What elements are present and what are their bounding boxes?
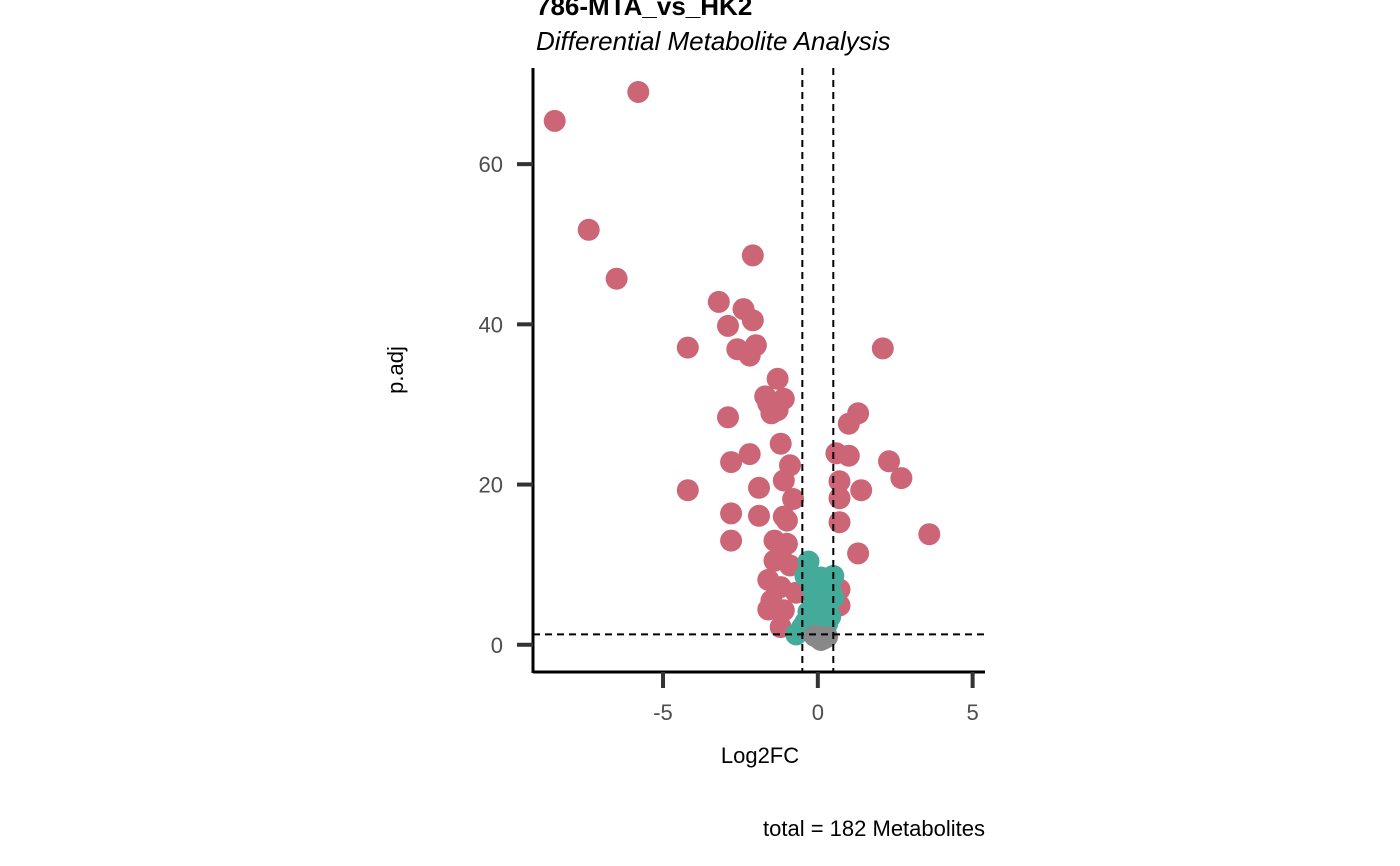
- data-point-s0-55: [850, 479, 873, 502]
- data-point-s0-31: [748, 504, 770, 527]
- data-point-s0-48: [837, 412, 860, 435]
- data-point-s0-43: [757, 598, 780, 621]
- data-point-s0-20: [766, 399, 789, 422]
- x-tick-label: 0: [812, 700, 824, 725]
- data-point-s0-57: [918, 523, 941, 546]
- data-point-s0-9: [676, 336, 699, 359]
- data-point-s0-7: [717, 314, 739, 337]
- data-point-s0-34: [720, 529, 743, 552]
- data-point-s0-25: [772, 469, 795, 492]
- data-point-s0-22: [720, 451, 743, 474]
- data-point-s0-32: [775, 509, 798, 532]
- y-tick-label: 20: [479, 473, 503, 498]
- data-point-s0-12: [738, 344, 761, 367]
- data-point-s0-54: [828, 487, 851, 510]
- data-point-s0-30: [720, 502, 743, 525]
- data-point-s0-0: [543, 109, 566, 132]
- data-point-s2-4: [816, 625, 839, 648]
- data-point-s0-2: [577, 218, 600, 241]
- data-point-s0-37: [779, 554, 801, 577]
- data-point-s0-21: [738, 443, 761, 466]
- data-point-s0-26: [676, 479, 699, 502]
- y-tick-label: 40: [479, 312, 503, 337]
- x-axis-label: Log2FC: [721, 743, 799, 768]
- data-point-s0-52: [890, 467, 913, 490]
- y-axis-label: p.adj: [383, 346, 408, 394]
- y-tick-label: 60: [479, 152, 503, 177]
- data-point-s0-46: [871, 337, 894, 360]
- y-tick-label: 0: [491, 633, 503, 658]
- data-point-s0-56: [828, 511, 851, 534]
- data-point-s0-51: [878, 450, 900, 473]
- data-point-s0-38: [775, 532, 798, 555]
- data-point-s0-8: [741, 309, 764, 332]
- data-point-s0-3: [605, 267, 628, 290]
- x-tick-label: -5: [653, 700, 673, 725]
- data-point-s0-18: [717, 406, 739, 429]
- reference-lines: [533, 68, 985, 672]
- data-point-s0-53: [828, 470, 851, 493]
- x-tick-label: 5: [966, 700, 978, 725]
- data-point-s0-27: [748, 476, 770, 499]
- data-point-s0-58: [847, 542, 870, 565]
- x-axis-ticks: -5 0 5: [653, 672, 979, 725]
- data-point-s0-50: [837, 444, 860, 467]
- data-point-s0-44: [772, 599, 795, 622]
- data-point-s0-1: [627, 81, 650, 103]
- data-point-s0-5: [707, 290, 730, 313]
- data-point-s0-28: [782, 488, 805, 510]
- chart-caption: total = 182 Metabolites: [763, 816, 985, 841]
- data-point-s1-19: [806, 607, 829, 630]
- data-points: [543, 81, 941, 651]
- y-axis-ticks: 0 20 40 60: [479, 152, 533, 658]
- chart-subtitle: Differential Metabolite Analysis: [536, 26, 891, 56]
- chart-title: 786-MTA_vs_HK2: [536, 0, 752, 21]
- data-point-s0-23: [769, 432, 792, 455]
- data-point-s0-4: [741, 244, 764, 267]
- data-point-s0-13: [766, 367, 789, 390]
